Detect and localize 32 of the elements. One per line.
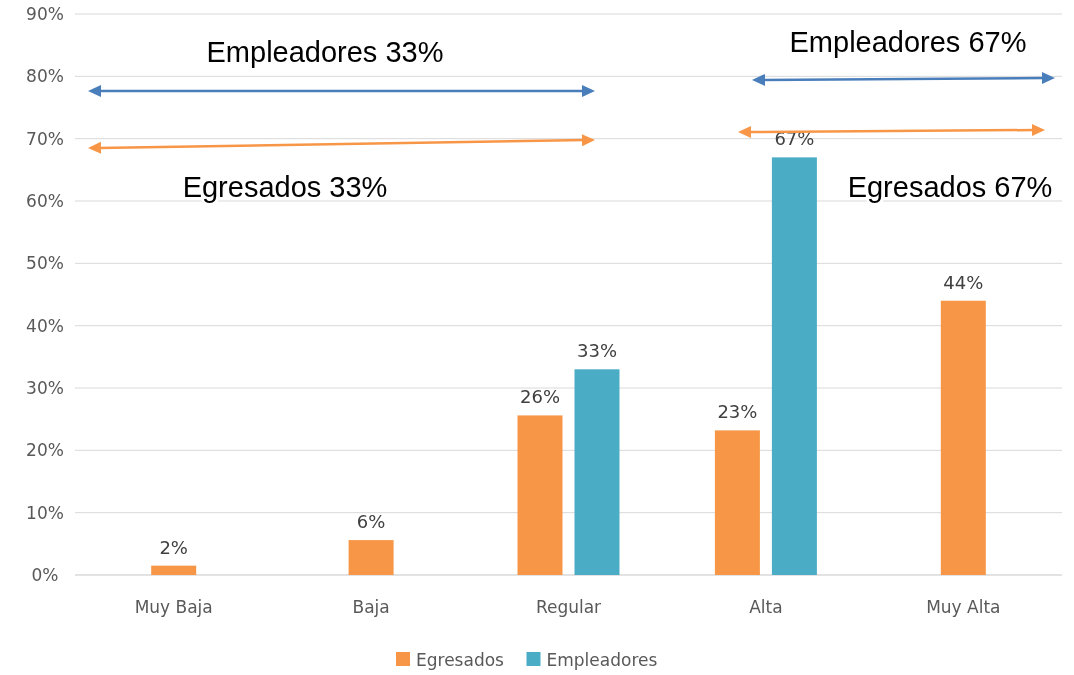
annotation: Empleadores 67% bbox=[789, 26, 1027, 59]
y-tick-label: 70% bbox=[26, 128, 64, 149]
x-tick-label: Alta bbox=[749, 597, 783, 617]
data-label: 6% bbox=[356, 511, 386, 533]
legend-label: Empleadores bbox=[546, 649, 658, 670]
data-label: 2% bbox=[159, 536, 188, 558]
y-tick-label: 0% bbox=[31, 564, 59, 585]
annotation: Empleadores 33% bbox=[206, 36, 444, 69]
bar bbox=[151, 565, 197, 575]
data-label: 44% bbox=[943, 271, 984, 293]
x-tick-label: Muy Alta bbox=[926, 597, 1001, 617]
y-tick-label: 80% bbox=[26, 66, 64, 87]
y-tick-label: 60% bbox=[26, 190, 64, 211]
x-tick-label: Regular bbox=[535, 597, 602, 617]
y-tick-label: 10% bbox=[26, 502, 64, 523]
data-label: 33% bbox=[576, 340, 618, 362]
legend-label: Egresados bbox=[416, 649, 505, 670]
y-tick-label: 40% bbox=[26, 315, 64, 336]
x-tick-label: Baja bbox=[352, 597, 390, 617]
data-label: 26% bbox=[519, 386, 561, 408]
annotation: Egresados 33% bbox=[182, 171, 388, 204]
x-tick-label: Muy Baja bbox=[134, 597, 213, 617]
y-tick-label: 20% bbox=[26, 440, 64, 461]
y-tick-label: 90% bbox=[26, 3, 64, 24]
bar bbox=[574, 369, 620, 575]
bar bbox=[940, 300, 986, 575]
bar bbox=[771, 157, 817, 575]
bar bbox=[348, 540, 394, 575]
y-tick-label: 50% bbox=[26, 253, 64, 274]
data-label: 23% bbox=[717, 401, 758, 423]
y-tick-label: 30% bbox=[26, 377, 64, 398]
annotation: Egresados 67% bbox=[847, 171, 1053, 204]
